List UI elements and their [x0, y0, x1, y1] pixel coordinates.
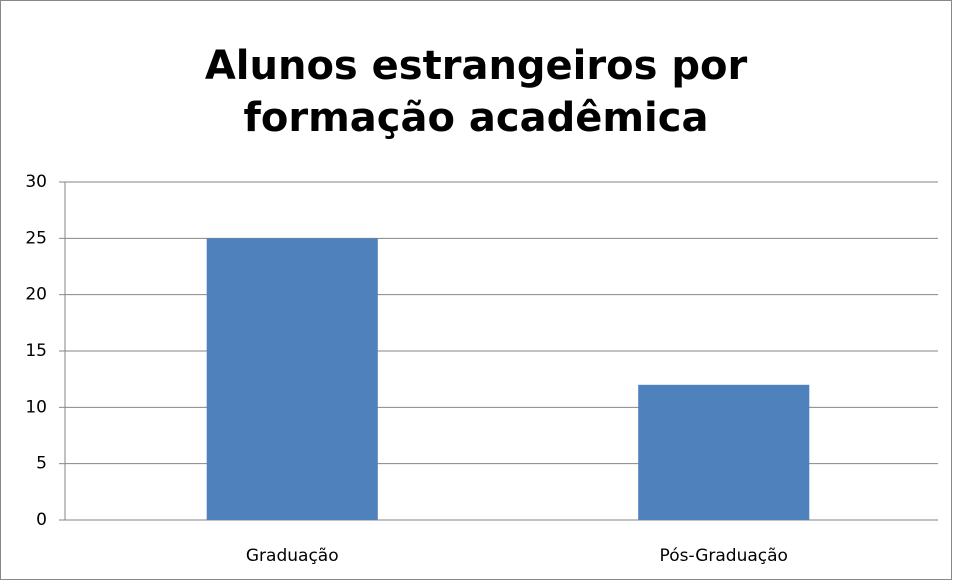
y-tick-label: 0 [36, 510, 47, 530]
bar [206, 238, 378, 521]
x-tick-label: Graduação [246, 546, 339, 566]
y-tick-label: 5 [36, 454, 47, 474]
y-tick-label: 15 [25, 341, 47, 361]
y-tick-label: 25 [25, 228, 47, 248]
x-tick-label: Pós-Graduação [660, 546, 788, 566]
y-tick-label: 20 [25, 285, 47, 305]
chart-title: Alunos estrangeiros por formação acadêmi… [204, 43, 748, 141]
bar [638, 384, 810, 520]
y-tick-label: 10 [25, 397, 47, 417]
y-tick-label: 30 [25, 172, 47, 192]
